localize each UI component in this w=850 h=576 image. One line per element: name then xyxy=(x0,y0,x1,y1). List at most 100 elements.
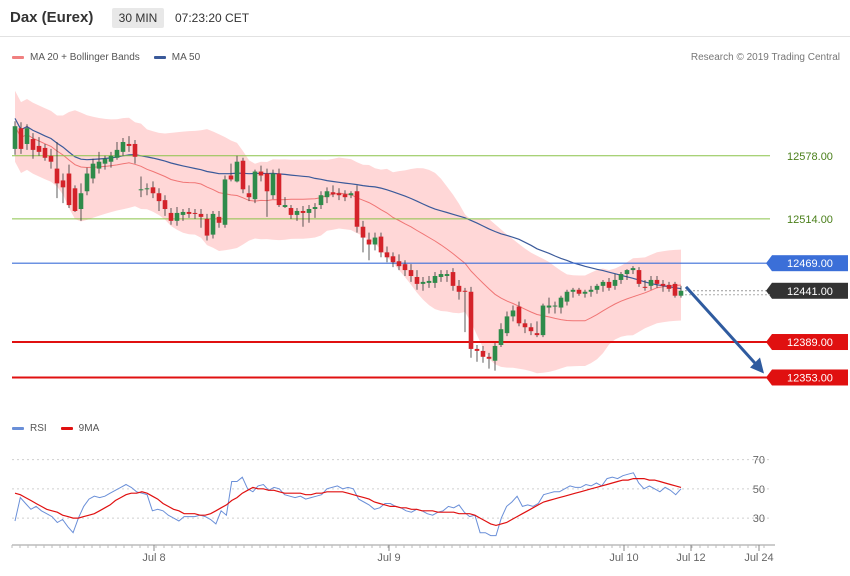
candle-body xyxy=(210,213,216,235)
candle-body xyxy=(378,236,384,253)
candle-body xyxy=(510,310,516,317)
ma50-swatch-icon xyxy=(153,56,166,59)
candle-body xyxy=(108,155,114,162)
candle-body xyxy=(504,316,510,334)
candle-body xyxy=(192,212,198,214)
rsi-tick-label: 70 xyxy=(753,455,765,467)
candle-body xyxy=(408,270,414,276)
rsi-line xyxy=(14,472,682,537)
candle-body xyxy=(48,155,54,162)
candle-body xyxy=(660,283,666,286)
candle-body xyxy=(360,226,366,238)
time-axis-label: Jul 24 xyxy=(744,552,773,564)
legend-item-rsi: RSI xyxy=(12,423,47,434)
level-label-bg-support xyxy=(772,369,848,386)
time-axis-label: Jul 10 xyxy=(609,552,638,564)
candle-body xyxy=(174,212,180,221)
candle-body xyxy=(90,163,96,179)
candle-body xyxy=(420,281,426,284)
candle-body xyxy=(144,188,150,190)
candle-body xyxy=(282,205,288,208)
candle-body xyxy=(492,345,498,361)
candle-body xyxy=(294,210,300,215)
level-label-bg-current xyxy=(772,282,848,299)
candle-body xyxy=(600,281,606,286)
candle-body xyxy=(570,289,576,292)
candle-body xyxy=(366,239,372,245)
bollinger-swatch-icon xyxy=(12,56,24,59)
level-label-current: 12441.00 xyxy=(787,286,833,298)
candle-body xyxy=(402,264,408,271)
candle-body xyxy=(306,209,312,213)
candle-body xyxy=(258,171,264,176)
candle-body xyxy=(630,268,636,271)
ma9-swatch-icon xyxy=(60,427,73,430)
research-credit: Research © 2019 Trading Central xyxy=(690,52,840,63)
candle-body xyxy=(486,356,492,359)
level-label-bg-support xyxy=(772,334,848,351)
level-label-bg-resistance xyxy=(772,255,848,272)
candle-body xyxy=(120,142,126,152)
candle-body xyxy=(18,128,24,149)
candle-body xyxy=(582,291,588,294)
candle-body xyxy=(132,143,138,157)
candle-body xyxy=(96,161,102,169)
candle-body xyxy=(72,188,78,211)
candle-body xyxy=(462,290,468,292)
candle-body xyxy=(372,237,378,245)
time-axis-label: Jul 12 xyxy=(676,552,705,564)
level-label-support: 12389.00 xyxy=(787,337,833,349)
time-axis-label: Jul 9 xyxy=(377,552,400,564)
candle-body xyxy=(336,193,342,196)
candle-body xyxy=(456,285,462,292)
candle-body xyxy=(60,180,66,188)
candle-body xyxy=(312,207,318,209)
candle-body xyxy=(480,350,486,357)
rsi-legend: RSI 9MA xyxy=(12,423,113,434)
time-axis-label: Jul 8 xyxy=(142,552,165,564)
level-label-resistance: 12469.00 xyxy=(787,258,833,270)
candle-body xyxy=(234,161,240,182)
candle-body xyxy=(186,211,192,214)
candle-body xyxy=(384,252,390,258)
timeframe-badge[interactable]: 30 MIN xyxy=(112,8,164,28)
candle-body xyxy=(414,276,420,284)
candle-body xyxy=(588,289,594,292)
candle-body xyxy=(162,200,168,209)
candle-body xyxy=(246,193,252,198)
candle-body xyxy=(342,194,348,198)
candle-body xyxy=(54,168,60,184)
candle-body xyxy=(678,290,684,296)
legend-label-ma50: MA 50 xyxy=(171,52,201,63)
candle-body xyxy=(534,333,540,336)
candle-body xyxy=(222,179,228,225)
candle-body xyxy=(624,270,630,275)
forecast-arrow-shaft xyxy=(684,285,760,368)
candle-body xyxy=(432,276,438,283)
level-label-pointer xyxy=(766,282,772,299)
candle-body xyxy=(168,212,174,221)
rsi-ma-line xyxy=(14,478,682,527)
legend-item-ma50: MA 50 xyxy=(153,52,201,63)
candle-body xyxy=(576,289,582,294)
candle-body xyxy=(180,211,186,215)
legend-label-rsi: RSI xyxy=(30,423,47,434)
legend-item-bollinger: MA 20 + Bollinger Bands xyxy=(12,52,140,63)
candle-body xyxy=(354,191,360,227)
candle-body xyxy=(636,270,642,284)
level-label-target: 12578.00 xyxy=(787,151,833,163)
candle-body xyxy=(24,128,30,144)
candle-body xyxy=(390,256,396,263)
legend-label-bollinger: MA 20 + Bollinger Bands xyxy=(30,52,140,63)
ma20-line xyxy=(14,125,682,322)
candle-body xyxy=(264,173,270,192)
level-label-target: 12514.00 xyxy=(787,214,833,226)
level-label-pointer xyxy=(766,369,772,386)
candle-body xyxy=(546,305,552,308)
candle-body xyxy=(540,305,546,336)
bollinger-band xyxy=(15,90,681,374)
candle-body xyxy=(12,126,18,149)
candle-body xyxy=(102,158,108,164)
candle-body xyxy=(348,193,354,196)
